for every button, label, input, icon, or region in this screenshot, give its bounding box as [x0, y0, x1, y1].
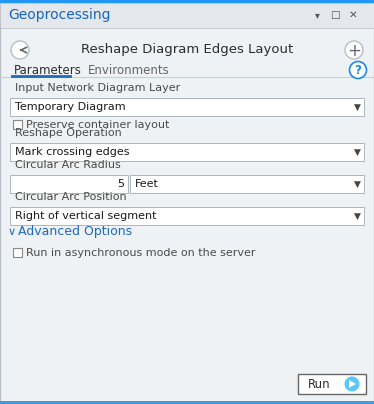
Circle shape — [349, 61, 367, 78]
FancyBboxPatch shape — [13, 248, 22, 257]
FancyBboxPatch shape — [13, 120, 22, 129]
Text: Mark crossing edges: Mark crossing edges — [15, 147, 129, 157]
Text: Geoprocessing: Geoprocessing — [8, 8, 110, 22]
Text: Advanced Options: Advanced Options — [18, 225, 132, 238]
Text: □: □ — [330, 10, 340, 20]
Text: Circular Arc Position: Circular Arc Position — [15, 192, 127, 202]
Text: ▾: ▾ — [315, 10, 320, 20]
Text: Right of vertical segment: Right of vertical segment — [15, 211, 156, 221]
Text: +: + — [347, 42, 361, 59]
FancyBboxPatch shape — [0, 0, 374, 3]
Text: Run in asynchronous mode on the server: Run in asynchronous mode on the server — [26, 248, 255, 257]
FancyBboxPatch shape — [298, 374, 366, 394]
Circle shape — [344, 377, 359, 391]
FancyBboxPatch shape — [0, 3, 374, 28]
Circle shape — [11, 41, 29, 59]
FancyBboxPatch shape — [0, 401, 374, 404]
Circle shape — [345, 41, 363, 59]
FancyBboxPatch shape — [10, 207, 364, 225]
Text: ▼: ▼ — [353, 212, 361, 221]
Text: ▼: ▼ — [353, 103, 361, 112]
Text: ▼: ▼ — [353, 147, 361, 156]
Text: Environments: Environments — [88, 63, 170, 76]
Text: ∨: ∨ — [8, 227, 16, 237]
Polygon shape — [349, 380, 356, 388]
FancyBboxPatch shape — [10, 98, 364, 116]
Text: Parameters: Parameters — [14, 63, 82, 76]
Text: ?: ? — [355, 64, 361, 77]
FancyBboxPatch shape — [10, 175, 128, 193]
Text: Feet: Feet — [135, 179, 159, 189]
Text: Reshape Operation: Reshape Operation — [15, 128, 122, 138]
FancyBboxPatch shape — [10, 143, 364, 161]
Text: Temporary Diagram: Temporary Diagram — [15, 102, 126, 112]
FancyBboxPatch shape — [130, 175, 364, 193]
Text: Input Network Diagram Layer: Input Network Diagram Layer — [15, 83, 180, 93]
Text: 5: 5 — [117, 179, 124, 189]
Text: Reshape Diagram Edges Layout: Reshape Diagram Edges Layout — [81, 44, 293, 57]
Text: Circular Arc Radius: Circular Arc Radius — [15, 160, 121, 170]
Text: ✕: ✕ — [349, 10, 358, 20]
Text: Run: Run — [308, 377, 331, 391]
Text: ▼: ▼ — [353, 179, 361, 189]
Text: Preserve container layout: Preserve container layout — [26, 120, 169, 130]
